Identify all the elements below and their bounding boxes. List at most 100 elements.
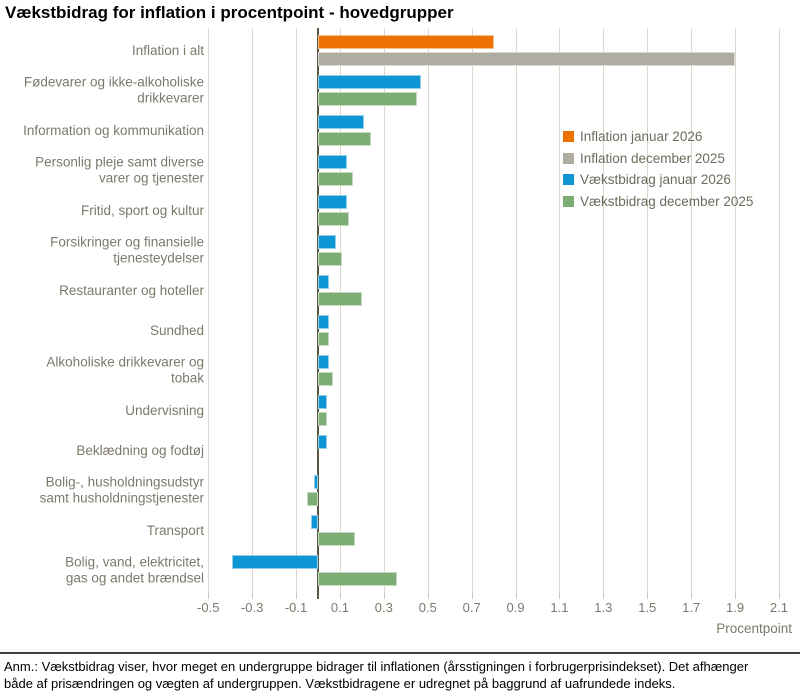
legend-item: Vækstbidrag januar 2026 xyxy=(563,169,753,191)
bar xyxy=(318,35,494,49)
category-label: Information og kommunikation xyxy=(23,122,204,138)
bar xyxy=(318,52,736,66)
bar xyxy=(318,292,362,306)
bar xyxy=(318,332,329,346)
gridline xyxy=(383,28,385,592)
legend-item: Vækstbidrag december 2025 xyxy=(563,191,753,213)
x-axis-label: Procentpoint xyxy=(716,621,792,636)
gridline xyxy=(208,28,210,592)
category-label: Personlig pleje samt diverse varer og tj… xyxy=(35,154,204,186)
category-label: Forsikringer og finansielle tjenesteydel… xyxy=(50,234,204,266)
gridline xyxy=(471,28,473,592)
axis-tick xyxy=(603,592,605,599)
bar xyxy=(318,532,356,546)
bar xyxy=(318,252,343,266)
bar xyxy=(318,315,329,329)
axis-tick xyxy=(778,592,780,599)
bar xyxy=(318,275,329,289)
bar xyxy=(318,355,329,369)
category-label: Inflation i alt xyxy=(131,42,204,58)
legend-label: Vækstbidrag januar 2026 xyxy=(580,172,731,188)
bar xyxy=(232,555,318,569)
bar xyxy=(311,515,318,529)
bar xyxy=(318,172,354,186)
gridline xyxy=(647,28,649,592)
legend-swatch-icon xyxy=(563,131,574,143)
category-label: Restauranter og hoteller xyxy=(59,282,204,298)
axis-tick xyxy=(339,592,341,599)
category-label: Bolig-, husholdningsudstyr samt husholdn… xyxy=(39,474,204,506)
bar xyxy=(318,235,336,249)
bar xyxy=(318,195,347,209)
bar xyxy=(318,132,371,146)
x-tick-label: -0.3 xyxy=(240,600,264,615)
x-tick-label: 1.5 xyxy=(638,600,657,615)
gridline xyxy=(339,28,341,592)
gridline xyxy=(603,28,605,592)
x-tick-label: 1.1 xyxy=(550,600,569,615)
axis-tick xyxy=(296,592,298,599)
bar xyxy=(318,372,334,386)
category-label: Bolig, vand, elektricitet, gas og andet … xyxy=(65,554,204,586)
bar xyxy=(318,115,365,129)
chart-title: Vækstbidrag for inflation i procentpoint… xyxy=(5,3,454,22)
category-label: Sundhed xyxy=(149,322,204,338)
legend-item: Inflation januar 2026 xyxy=(563,126,753,148)
legend-item: Inflation december 2025 xyxy=(563,148,753,170)
bar xyxy=(313,475,318,489)
bar xyxy=(318,155,347,169)
gridline xyxy=(515,28,517,592)
bar xyxy=(318,75,422,89)
gridline xyxy=(735,28,737,592)
x-tick-label: 0.5 xyxy=(418,600,437,615)
axis-tick xyxy=(735,592,737,599)
x-tick-label: 1.9 xyxy=(726,600,745,615)
bar xyxy=(307,492,318,506)
x-tick-label: 1.3 xyxy=(594,600,613,615)
category-label: Transport xyxy=(146,522,204,538)
bar xyxy=(318,412,327,426)
x-tick-label: 0.7 xyxy=(462,600,481,615)
legend-label: Inflation december 2025 xyxy=(580,150,725,166)
gridline xyxy=(778,28,780,592)
legend: Inflation januar 2026 Inflation december … xyxy=(563,126,753,212)
bar xyxy=(318,395,327,409)
x-tick-label: 0.3 xyxy=(374,600,393,615)
bar xyxy=(318,212,349,226)
zero-baseline xyxy=(317,28,319,599)
category-label: Beklædning og fodtøj xyxy=(76,442,204,458)
legend-label: Vækstbidrag december 2025 xyxy=(580,193,754,209)
category-label: Alkoholiske drikkevarer og tobak xyxy=(46,354,204,386)
x-tick-label: 0.9 xyxy=(506,600,525,615)
gridline xyxy=(559,28,561,592)
x-tick-label: -0.1 xyxy=(284,600,308,615)
legend-swatch-icon xyxy=(563,152,574,164)
gridline xyxy=(252,28,254,592)
axis-tick xyxy=(252,592,254,599)
footnote-line-2: både af prisændringen og vægten af under… xyxy=(4,676,676,691)
footnote-line-1: Anm.: Vækstbidrag viser, hvor meget en u… xyxy=(4,659,749,674)
category-label: Fødevarer og ikke-alkoholiske drikkevare… xyxy=(23,74,204,106)
bar xyxy=(318,435,327,449)
axis-tick xyxy=(427,592,429,599)
axis-tick xyxy=(647,592,649,599)
gridline xyxy=(427,28,429,592)
category-label: Undervisning xyxy=(125,402,204,418)
x-tick-label: 1.7 xyxy=(682,600,701,615)
legend-swatch-icon xyxy=(563,174,574,186)
axis-tick xyxy=(691,592,693,599)
axis-tick xyxy=(515,592,517,599)
bar xyxy=(318,92,417,106)
footnote-divider xyxy=(0,652,800,654)
bar xyxy=(318,572,398,586)
x-tick-label: 0.1 xyxy=(330,600,349,615)
x-tick-label: -0.5 xyxy=(197,600,220,615)
axis-tick xyxy=(383,592,385,599)
axis-tick xyxy=(471,592,473,599)
gridline xyxy=(296,28,298,592)
axis-tick xyxy=(208,592,210,599)
category-label: Fritid, sport og kultur xyxy=(80,202,204,218)
legend-swatch-icon xyxy=(563,195,574,207)
axis-tick xyxy=(559,592,561,599)
